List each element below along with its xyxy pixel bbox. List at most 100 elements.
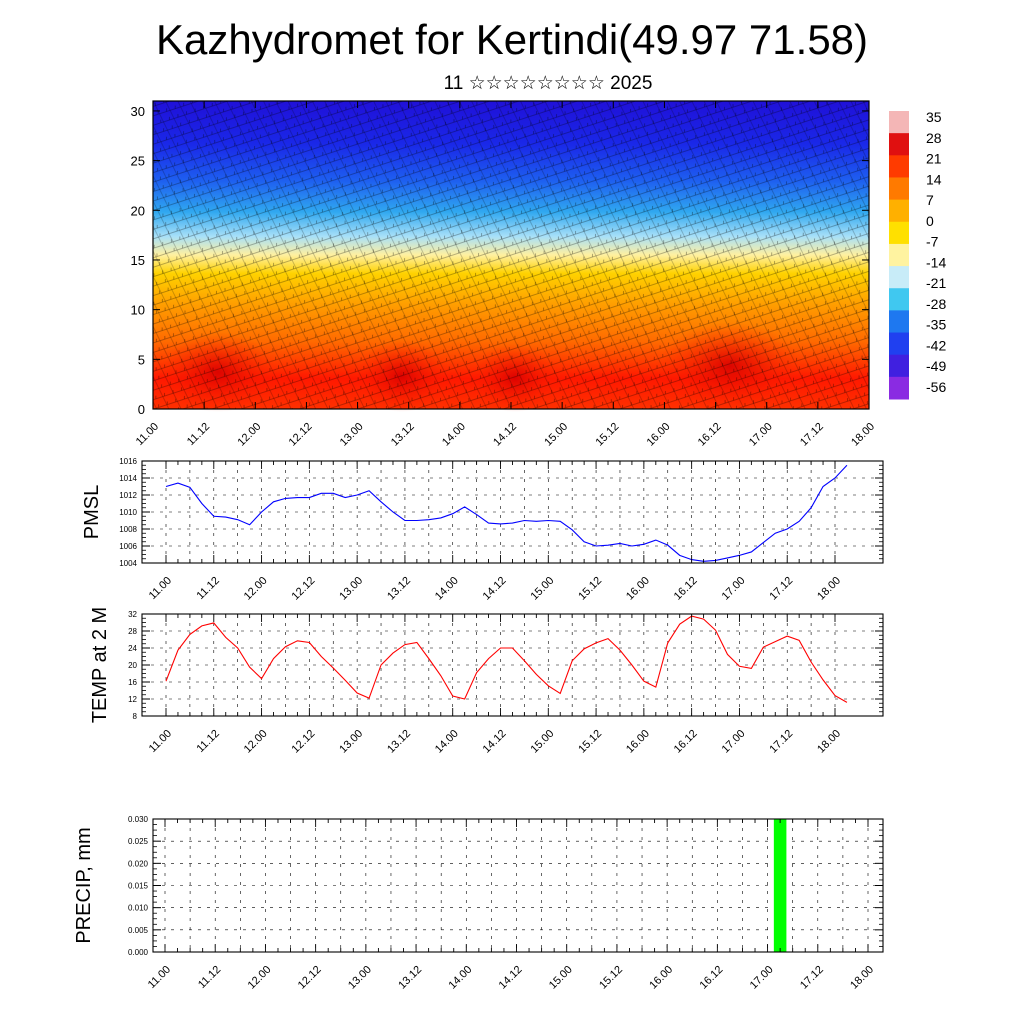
x-tick-label: 16.00 (647, 964, 675, 992)
colorbar: 35 28 21 14 7 0 -7 -14 -21 -28 -35 -42 -49 -56 (889, 109, 946, 400)
x-tick-label: 11.00 (146, 964, 173, 991)
page-title: Kazhydromet for Kertindi(49.97 71.58) (155, 16, 869, 63)
colorbar-swatch (889, 288, 909, 311)
pmsl-panel: 1004 1006 1008 1010 1012 1014 1016 11.00 11.12 12… (81, 457, 884, 603)
colorbar-label: 7 (926, 192, 934, 208)
colorbar-label: 28 (926, 130, 942, 146)
y-tick-label: 10 (131, 303, 145, 318)
x-tick-label: 12.12 (296, 964, 324, 992)
colorbar-swatch (889, 155, 909, 178)
x-tick-label: 13.00 (338, 421, 366, 449)
x-tick-label: 16.00 (624, 575, 652, 603)
x-tick-label: 17.12 (798, 421, 826, 449)
y-tick-label: 5 (138, 352, 145, 367)
x-tick-label: 18.00 (849, 421, 877, 449)
y-axis-title: PRECIP, mm (73, 827, 95, 943)
colorbar-label: -42 (926, 337, 946, 353)
y-tick-label: 0.005 (128, 926, 149, 935)
x-tick-label: 18.00 (848, 964, 876, 992)
wind-barbs-overlay-2 (153, 101, 869, 409)
x-tick-label: 17.12 (767, 728, 795, 756)
y-tick-label: 24 (128, 644, 137, 653)
y-tick-label: 0.020 (128, 859, 149, 868)
colorbar-swatch (889, 199, 909, 223)
x-tick-label: 15.12 (593, 421, 621, 449)
cross-section-panel: 0 5 10 15 20 25 30 11.00 11.12 12.00 12.12 13.00 13… (131, 100, 877, 449)
colorbar-label: -21 (926, 275, 946, 291)
y-axis-title: PMSL (81, 485, 103, 539)
colorbar-swatch (889, 221, 909, 245)
colorbar-label: -7 (926, 234, 939, 250)
y-tick-label: 8 (133, 712, 138, 721)
x-tick-label: 13.12 (385, 575, 413, 603)
colorbar-swatch (889, 177, 909, 201)
x-tick-label: 14.12 (491, 421, 519, 449)
x-tick-label: 15.00 (542, 421, 570, 449)
x-tick-label: 17.12 (798, 964, 826, 992)
x-tick-label: 15.00 (528, 728, 556, 756)
colorbar-label: 0 (926, 213, 934, 229)
x-tick-label: 12.00 (242, 575, 270, 603)
x-tick-label: 15.00 (528, 575, 556, 603)
precip-panel: 0.000 0.005 0.010 0.015 0.020 0.025 0.030 11.00… (73, 815, 884, 992)
x-tick-label: 16.12 (696, 421, 724, 449)
x-tick-label: 13.12 (396, 964, 424, 992)
x-tick-label: 12.00 (246, 964, 274, 992)
x-tick-label: 17.00 (720, 575, 748, 603)
x-tick-label: 15.12 (576, 575, 604, 603)
colorbar-label: 35 (926, 109, 942, 125)
colorbar-swatch (889, 111, 909, 134)
x-tick-label: 13.00 (346, 964, 374, 992)
y-tick-label: 0.030 (128, 815, 149, 824)
y-tick-label: 0 (138, 402, 145, 417)
x-tick-label: 11.12 (195, 728, 222, 755)
x-tick-label: 15.12 (576, 728, 604, 756)
colorbar-label: -14 (926, 254, 946, 270)
colorbar-label: -56 (926, 379, 946, 395)
y-tick-label: 1010 (119, 508, 137, 517)
x-tick-label: 17.12 (767, 575, 795, 603)
precip-bar (773, 819, 787, 952)
y-tick-label: 1008 (119, 525, 137, 534)
y-tick-label: 0.010 (128, 904, 149, 913)
y-tick-label: 1016 (119, 457, 137, 466)
colorbar-swatch (889, 354, 909, 378)
x-tick-label: 13.00 (337, 728, 365, 756)
x-tick-label: 16.00 (624, 728, 652, 756)
x-tick-label: 11.00 (134, 421, 161, 448)
x-tick-label: 18.00 (815, 728, 843, 756)
y-tick-label: 32 (128, 610, 137, 619)
x-tick-label: 13.12 (385, 728, 413, 756)
x-tick-label: 15.00 (547, 964, 575, 992)
y-tick-label: 1014 (119, 474, 137, 483)
temp-line (165, 615, 848, 703)
y-tick-label: 0.025 (128, 837, 149, 846)
x-tick-label: 14.00 (440, 421, 468, 449)
pmsl-line (165, 464, 848, 562)
x-tick-label: 11.00 (147, 575, 174, 602)
colorbar-label: 21 (926, 151, 942, 167)
x-tick-label: 16.12 (672, 728, 700, 756)
colorbar-swatch (889, 133, 909, 156)
x-tick-label: 11.12 (196, 964, 223, 991)
colorbar-swatch (889, 376, 909, 400)
x-tick-label: 14.12 (481, 575, 509, 603)
x-tick-label: 17.00 (748, 964, 776, 992)
x-tick-label: 11.12 (185, 421, 212, 448)
x-tick-label: 18.00 (815, 575, 843, 603)
y-tick-label: 28 (128, 627, 137, 636)
y-tick-label: 20 (131, 203, 145, 218)
page-subtitle: 11 ☆☆☆☆☆☆☆☆ 2025 (443, 73, 653, 94)
colorbar-label: 14 (926, 171, 942, 187)
x-tick-label: 17.00 (747, 421, 775, 449)
colorbar-swatch (889, 266, 909, 289)
x-tick-label: 13.12 (389, 421, 417, 449)
x-tick-label: 14.00 (433, 728, 461, 756)
x-tick-label: 13.00 (337, 575, 365, 603)
colorbar-label: -28 (926, 296, 946, 312)
x-tick-label: 17.00 (720, 728, 748, 756)
colorbar-swatch (889, 310, 909, 334)
x-tick-label: 12.00 (242, 728, 270, 756)
x-tick-label: 15.12 (597, 964, 625, 992)
